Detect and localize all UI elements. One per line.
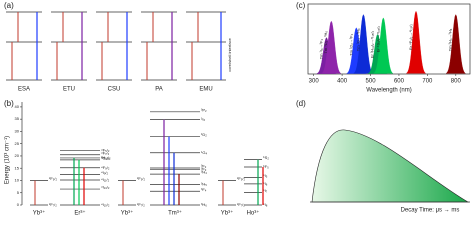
mechanism-diagrams: ESA ETU CSU PA EMU [6,11,226,93]
x-tick-label: 400 [337,79,348,85]
panel-label: (b) [4,99,14,108]
peak-label: Er ⁴S₃/₂→⁴I₁₅/₂ [375,26,380,53]
level-label: ⁴I₁₁/₂ [101,177,110,182]
ion-label: Yb³⁺ [121,210,134,217]
level-label: ³H₅ [201,182,207,187]
y-tick-label: 20 [15,153,20,158]
x-tick-label: 700 [422,79,433,85]
level-label: ²H₁₁/₂ [101,155,111,160]
peak-label: Er ⁴F₉/₂→⁴I₁₅/₂ [408,24,413,50]
level-label: ¹G₄ [201,150,207,155]
level-label: ⁴I₁₅/₂ [101,202,110,207]
y-tick-label: 10 [15,178,20,183]
emission-peak [353,14,374,74]
mechanism-label: CSU [108,87,121,93]
level-label: ³F₄ [201,187,207,192]
level-label: ¹D₂ [201,132,207,137]
level-label: ⁵I₇ [263,188,268,193]
x-tick-label: 800 [451,79,462,85]
emission-peak [445,14,466,74]
mechanism-label: ESA [18,87,30,93]
decay-curve [311,129,470,203]
level-label: ⁵I₈ [263,202,268,207]
panel-label: (c) [296,1,306,10]
level-label: ³P₂ [201,107,207,112]
peak-label: Tm ¹I₆→³F₄ [318,39,323,60]
level-label: ²F₅/₂ [137,176,145,181]
peak-label: Tm ¹D₂→³F₄ [348,33,353,55]
level-label: ⁴S₃/₂ [101,155,110,160]
decay-caption: Decay Time: μs → ms [401,208,460,214]
level-label: ⁴F₇/₂ [101,150,110,155]
emission-peak [405,10,427,74]
level-label: ⁵F₅ [263,164,269,169]
mechanism-label: ETU [63,87,75,93]
panel-label: (a) [4,1,14,10]
level-label: ³F₂ [201,164,207,169]
ion-label: Yb³⁺ [33,210,46,217]
y-tick-label: 15 [15,165,20,170]
level-label: ²F₇/₂ [137,202,145,207]
interface-label: core/shell interface [227,37,232,71]
y-tick-label: 30 [15,128,20,133]
level-label: ⁵S₂ [263,155,269,160]
level-label: ⁴F₉/₂ [101,165,110,170]
x-tick-label: 300 [309,79,320,85]
energy-diagram: 0 5 10 15 20 25 30 35 40 ²F₇/₂ ²F₅/₂ Yb³⁺ ⁴I₁₅/₂ ⁴I₁₃… [15,102,269,217]
peak-label: Tm ¹G₄→³H₆ [355,28,360,51]
peak-label: Tm ¹D₂→³H₆ [323,31,328,54]
ion-label: Ho³⁺ [247,210,260,217]
mechanism-label: EMU [199,87,212,93]
ion-label: Yb³⁺ [221,210,234,217]
mechanism-label: PA [155,87,163,93]
peak-label: Tm ³H₄→³H₆ [448,28,453,51]
level-label: ²F₇/₂ [237,202,245,207]
level-label: ⁵I₆ [263,181,268,186]
emission-peak [321,20,342,74]
x-tick-label: 500 [366,79,377,85]
level-label: ⁴I₉/₂ [101,170,109,175]
level-label: ²F₅/₂ [237,176,245,181]
level-label: ⁴I₁₃/₂ [101,185,110,190]
level-label: ⁵I₅ [263,173,268,178]
y-tick-label: 0 [17,202,20,207]
level-label: ²F₇/₂ [49,202,57,207]
level-label: ³F₃ [201,167,207,172]
spectrum: 300 400 500 600 700 800 Tm ¹I₆→³F₄ Tm ¹D₂→³H₆ Tm… [309,10,466,85]
y-tick-label: 40 [15,104,20,109]
y-axis-label: Energy (10³ cm⁻¹) [5,136,11,184]
figure: (a) ESA ETU CSU PA EMU core/shell interface … [4,1,471,217]
panel-label: (d) [296,99,306,108]
peak-label: Er ²H₁₁/₂→⁴I₁₅/₂ [370,31,375,59]
y-tick-label: 25 [15,141,20,146]
ion-label: Er³⁺ [74,210,85,217]
plot-frame [307,3,471,75]
level-label: ²F₅/₂ [49,176,57,181]
x-tick-label: 600 [394,79,405,85]
emission-peak [373,17,394,74]
y-tick-label: 35 [15,116,20,121]
level-label: ¹I₆ [201,117,205,122]
x-axis-label: Wavelength (nm) [366,88,411,94]
level-label: ³H₄ [201,170,207,175]
level-label: ³H₆ [201,202,207,207]
ion-label: Tm³⁺ [168,210,182,217]
level-label: ⁴F₅/₂ [101,148,110,153]
y-tick-label: 5 [17,190,20,195]
